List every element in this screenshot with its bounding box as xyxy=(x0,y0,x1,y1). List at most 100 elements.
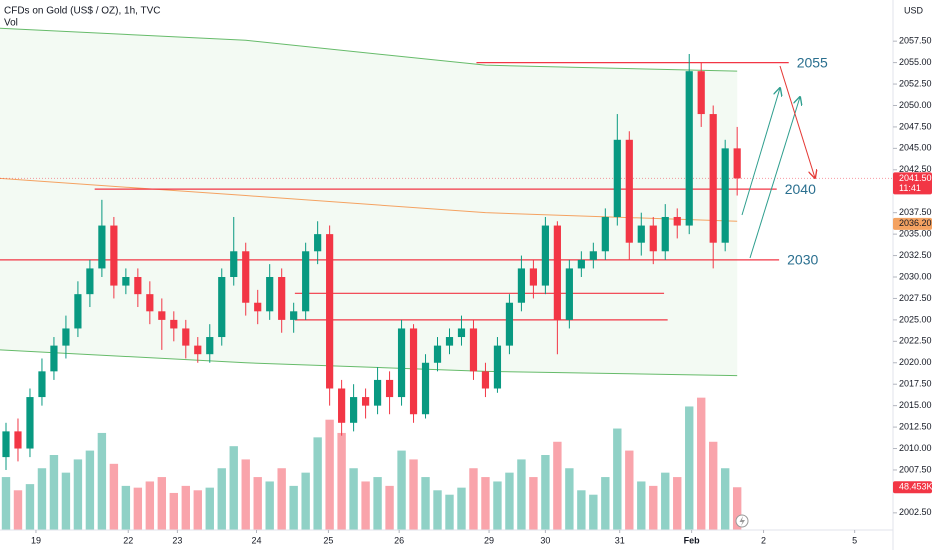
chart-title: CFDs on Gold (US$ / OZ), 1h, TVC xyxy=(4,6,161,17)
candle-body xyxy=(601,216,609,252)
volume-bar xyxy=(85,450,95,530)
candle-body xyxy=(326,234,334,389)
candles-layer xyxy=(2,54,741,470)
candle-body xyxy=(673,216,681,226)
candle-body xyxy=(206,337,214,355)
lines-layer xyxy=(0,62,893,321)
volume-bar xyxy=(385,485,394,530)
volume-bar xyxy=(313,437,322,530)
candle-body xyxy=(409,328,418,415)
band-fill xyxy=(0,28,738,376)
price-tag-label: 2041.50 xyxy=(899,173,932,183)
volume-bar xyxy=(301,472,310,530)
y-tick-label: 2035.00 xyxy=(899,229,932,239)
volume-bar xyxy=(121,485,131,530)
candle-body xyxy=(733,148,741,179)
volume-bar xyxy=(13,490,23,530)
y-tick-label: 2047.50 xyxy=(899,121,932,131)
volume-bar xyxy=(61,472,71,530)
volume-bar xyxy=(709,441,718,530)
basis-tag-box xyxy=(893,217,932,230)
volume-bar xyxy=(169,492,179,530)
y-tick-label: 2037.50 xyxy=(899,207,932,217)
volume-bar xyxy=(673,477,682,530)
candle-body xyxy=(230,251,238,278)
volume-bar xyxy=(133,487,143,530)
volume-bar xyxy=(361,481,370,530)
candle-body xyxy=(26,397,34,449)
volume-bar xyxy=(481,477,490,530)
x-tick-label: 31 xyxy=(615,535,625,545)
volume-bar xyxy=(541,455,550,530)
volume-bar xyxy=(625,450,634,530)
arrow xyxy=(749,97,800,259)
volume-bar xyxy=(325,419,334,530)
candle-body xyxy=(302,251,310,312)
candle-body xyxy=(218,277,226,338)
volume-tag-box xyxy=(893,481,932,494)
volume-bar xyxy=(145,481,155,530)
volume-bar xyxy=(229,446,238,530)
candle-body xyxy=(2,431,10,458)
candle-body xyxy=(709,114,717,243)
x-tick-label: 2 xyxy=(761,535,766,545)
band-line xyxy=(0,349,738,377)
candle-body xyxy=(433,345,442,363)
volume-bar xyxy=(445,494,454,530)
volume-bar xyxy=(697,397,706,530)
volume-bar xyxy=(553,441,562,530)
price-tag-box xyxy=(893,172,932,195)
volume-bar xyxy=(109,463,119,530)
candle-body xyxy=(266,277,274,312)
volume-bar xyxy=(613,428,622,530)
y-tick-label: 2042.50 xyxy=(899,164,932,174)
candle-body xyxy=(421,362,430,415)
volume-bar xyxy=(181,485,190,530)
volume-bar xyxy=(241,459,250,530)
y-tick-label: 2015.00 xyxy=(899,400,932,410)
volume-bar xyxy=(589,494,598,530)
volume-bar xyxy=(73,459,83,530)
basis-tag-label: 2036.20 xyxy=(899,218,932,228)
volume-bar xyxy=(337,432,346,530)
y-tick-label: 2017.50 xyxy=(899,379,932,389)
x-tick-label: 26 xyxy=(394,535,404,545)
volume-bar xyxy=(289,485,298,530)
volume-layer xyxy=(1,397,742,530)
volume-bar xyxy=(1,477,11,530)
candle-body xyxy=(481,371,490,389)
candle-body xyxy=(613,139,621,217)
volume-bar xyxy=(265,481,274,530)
y-tick-label: 2025.00 xyxy=(899,314,932,324)
candle-body xyxy=(577,259,585,269)
candle-body xyxy=(350,397,358,423)
candle-body xyxy=(661,216,669,252)
axis-layer: 2057.50 2055.00 2052.50 2050.00 2047.50 2045.… xyxy=(31,36,932,545)
candle-body xyxy=(86,268,94,295)
candle-body xyxy=(649,225,657,252)
lightning xyxy=(739,516,745,526)
y-tick-label: 2032.50 xyxy=(899,250,932,260)
candle-body xyxy=(182,328,190,346)
volume-bar xyxy=(433,490,442,530)
candle-body xyxy=(529,268,537,286)
candle-body xyxy=(254,302,262,312)
annotation-layer: 2055 2040 2030 xyxy=(785,54,828,267)
volume-bar xyxy=(649,485,658,530)
volume-bar xyxy=(277,468,286,530)
candle-body xyxy=(541,225,549,286)
candle-body xyxy=(589,251,597,260)
volume-bar xyxy=(493,481,502,530)
candle-body xyxy=(517,268,526,303)
candle-body xyxy=(134,277,142,295)
candle-body xyxy=(242,251,250,303)
volume-bar xyxy=(732,487,742,530)
volume-bar xyxy=(720,468,730,530)
x-tick-label: Feb xyxy=(684,535,701,545)
arrow xyxy=(741,88,780,216)
candle-body xyxy=(637,225,645,243)
currency: USD xyxy=(904,5,924,15)
y-tick-label: 2012.50 xyxy=(899,421,932,431)
volume-bar xyxy=(97,432,107,530)
candle-body xyxy=(397,328,406,398)
